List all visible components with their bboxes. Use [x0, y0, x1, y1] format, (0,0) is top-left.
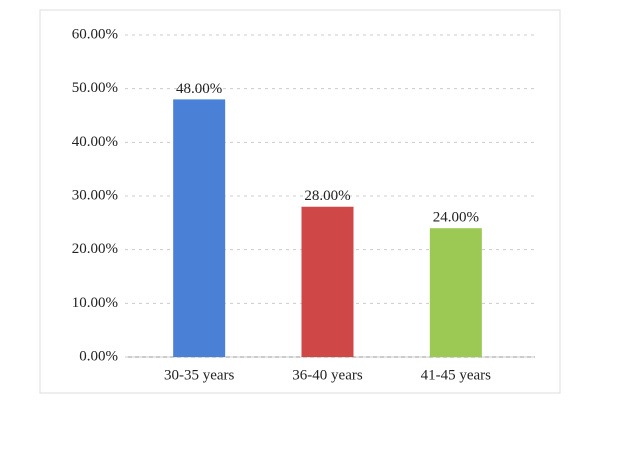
bar: [173, 99, 226, 358]
x-tick-label: 30-35 years: [164, 367, 235, 383]
bar: [301, 206, 354, 357]
chart-frame: [39, 9, 561, 394]
value-label: 48.00%: [176, 81, 222, 97]
value-label: 28.00%: [304, 188, 350, 204]
value-label: 24.00%: [433, 210, 479, 226]
y-tick-label: 0.00%: [79, 348, 118, 364]
x-tick-label: 36-40 years: [292, 367, 363, 383]
y-tick-label: 10.00%: [72, 295, 118, 311]
y-tick-label: 60.00%: [72, 26, 118, 42]
y-tick-label: 30.00%: [72, 187, 118, 203]
y-tick-label: 40.00%: [72, 134, 118, 150]
y-tick-label: 20.00%: [72, 241, 118, 257]
y-tick-label: 50.00%: [72, 80, 118, 96]
x-tick-label: 41-45 years: [421, 367, 492, 383]
bar: [429, 228, 482, 357]
